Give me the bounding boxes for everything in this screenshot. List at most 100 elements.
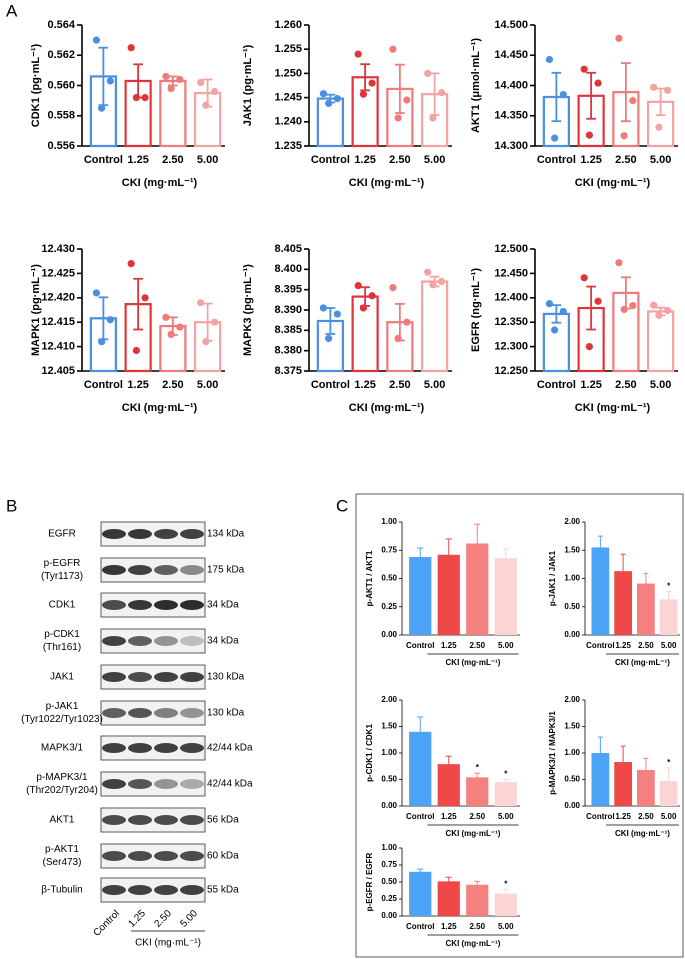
y-tick-label: 1.245: [274, 92, 302, 104]
blot-band: [180, 815, 204, 825]
data-point: [132, 346, 140, 355]
x-axis-label: CKI (mg·mL⁻¹): [349, 177, 425, 189]
y-tick-label: 2.00: [564, 517, 580, 526]
blot-band: [102, 851, 126, 861]
x-axis-label: CKI (mg·mL⁻¹): [122, 402, 198, 414]
bar: [614, 571, 632, 635]
data-point: [620, 305, 628, 314]
x-tick-label: 1.25: [580, 379, 601, 391]
blot-band: [128, 529, 152, 539]
blot-size-label: 56 kDa: [207, 815, 239, 826]
x-tick-label: 1.25: [354, 154, 375, 166]
chart: 0.00 0.25 0.50 0.75 1.00 p-AKT1 / AKT1 Control…: [365, 517, 520, 667]
data-point: [162, 313, 170, 321]
data-point: [325, 99, 333, 108]
y-tick-label: 12.250: [494, 365, 528, 377]
blot-band: [128, 600, 152, 610]
y-tick-label: 8.375: [274, 365, 302, 377]
bar: [159, 79, 187, 148]
y-tick-label: 12.425: [41, 267, 75, 279]
data-point: [92, 289, 101, 297]
y-tick-label: 1.255: [274, 43, 302, 55]
data-point: [319, 304, 328, 312]
x-tick-label: Control: [84, 154, 123, 166]
data-point: [394, 114, 402, 122]
y-tick-label: 0.25: [381, 894, 397, 903]
x-tick-label: 5.00: [661, 812, 677, 821]
y-tick-label: 0.50: [564, 602, 580, 611]
data-point: [551, 134, 559, 142]
x-axis-label: CKI (mg·mL⁻¹): [349, 402, 425, 414]
chart: 0.00 0.50 1.00 1.50 2.00 p-JAK1 / JAK1 Control…: [548, 517, 680, 667]
x-tick-label: 1.25: [441, 812, 457, 821]
y-tick-label: 12.500: [494, 243, 528, 255]
x-axis-label: CKI (mg·mL⁻¹): [446, 939, 501, 948]
bar: [659, 599, 678, 635]
data-point: [389, 284, 397, 292]
chart: 14.300 14.350 14.400 14.450 14.500 AKT1 (μmol…: [470, 19, 678, 189]
data-point: [424, 268, 432, 276]
y-axis-label: p-EGFR / EGFR: [365, 852, 374, 911]
lane-label: 5.00: [178, 908, 200, 930]
blot-size-label: 130 kDa: [207, 708, 245, 719]
blot-band: [102, 708, 126, 718]
blot-band: [102, 743, 126, 753]
y-axis-label: MAPK3 (pg·mL⁻¹): [242, 264, 254, 356]
x-tick-label: 1.25: [615, 641, 631, 650]
bar: [591, 547, 610, 635]
bar: [637, 769, 655, 806]
blot-band: [154, 851, 178, 861]
data-point: [368, 292, 376, 300]
blot-size-label: 55 kDa: [207, 885, 239, 896]
data-point: [167, 84, 175, 93]
data-point: [319, 90, 328, 98]
y-tick-label: 0.75: [381, 545, 397, 554]
x-tick-label: Control: [406, 641, 434, 650]
x-tick-label: 2.50: [389, 154, 410, 166]
bar: [494, 782, 517, 806]
data-point: [594, 297, 602, 305]
blot-row-label: EGFR: [48, 529, 76, 540]
blot-band: [154, 600, 178, 610]
x-tick-label: 5.00: [498, 812, 514, 821]
bar: [466, 543, 489, 635]
blot-row-label: p-AKT1: [45, 844, 79, 855]
y-tick-label: 1.00: [381, 748, 397, 757]
x-axis-label: CKI (mg·mL⁻¹): [615, 658, 670, 667]
blot-band: [102, 600, 126, 610]
blot-band: [128, 672, 152, 682]
data-point: [629, 97, 637, 105]
x-tick-label: 2.50: [638, 641, 654, 650]
x-axis-label: CKI (mg·mL⁻¹): [446, 658, 501, 667]
x-tick-label: 1.25: [615, 812, 631, 821]
blot-band: [102, 636, 126, 646]
data-point: [92, 36, 101, 44]
data-point: [106, 77, 114, 85]
y-tick-label: 8.400: [274, 263, 302, 275]
blot-row-label: (Thr161): [43, 642, 81, 653]
data-point: [615, 259, 623, 267]
blot-band: [128, 636, 152, 646]
data-point: [210, 87, 219, 96]
x-tick-label: 1.25: [127, 154, 148, 166]
data-point: [429, 114, 437, 122]
data-point: [106, 316, 114, 324]
y-tick-label: 12.400: [494, 292, 528, 304]
blot-band: [154, 708, 178, 718]
data-point: [354, 50, 362, 58]
data-point: [650, 301, 658, 309]
y-tick-label: 0.560: [47, 79, 75, 91]
blot-band: [154, 672, 178, 682]
blot-band: [154, 885, 178, 895]
data-point: [127, 260, 135, 268]
y-tick-label: 0.50: [381, 877, 397, 886]
y-axis-label: p-JAK1 / JAK1: [548, 550, 557, 606]
x-tick-label: Control: [406, 922, 434, 931]
data-point: [333, 94, 341, 103]
panel-c-frame: [355, 493, 684, 958]
lane-label: Control: [91, 908, 122, 939]
blot-row-label: CDK1: [49, 600, 76, 611]
data-point: [629, 302, 637, 310]
x-tick-label: 5.00: [650, 379, 671, 391]
x-tick-label: 1.25: [441, 922, 457, 931]
